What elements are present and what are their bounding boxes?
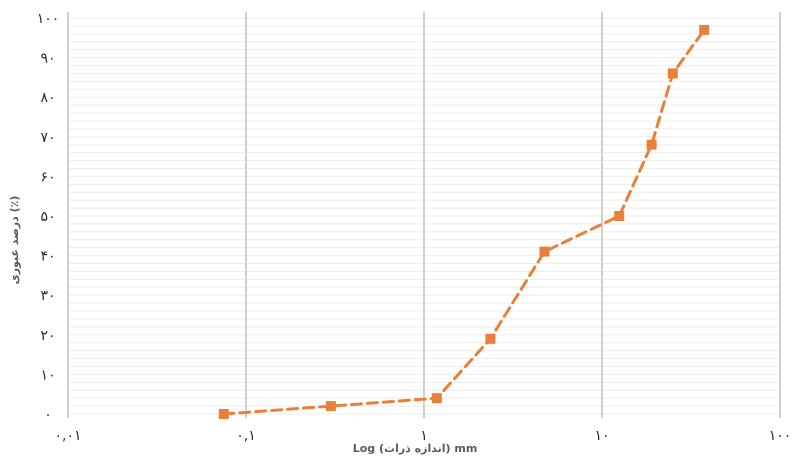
y-tick-label: ۱۰۰ <box>37 11 60 27</box>
y-tick-label: ۸۰ <box>40 90 55 106</box>
x-tick-label: ۱۰۰ <box>769 428 792 444</box>
data-point <box>699 25 709 35</box>
y-tick-label: ۳۰ <box>40 288 55 304</box>
series-line <box>224 30 704 414</box>
data-point <box>647 140 657 150</box>
y-axis-title: درصد عبوری (٪) <box>8 196 21 285</box>
x-tick-label: ۰,۰۱ <box>54 428 81 444</box>
data-point <box>668 68 678 78</box>
x-axis-title: Log (اندازه ذرات) mm <box>353 442 478 455</box>
y-tick-label: ۵۰ <box>40 209 55 225</box>
y-tick-label: ۲۰ <box>40 328 55 344</box>
y-tick-label: ۰ <box>44 407 52 423</box>
data-point <box>614 211 624 221</box>
data-point <box>432 393 442 403</box>
x-tick-label: ۰,۱ <box>236 428 256 444</box>
y-tick-label: ۷۰ <box>40 130 55 146</box>
data-point <box>540 247 550 257</box>
y-tick-label: ۴۰ <box>40 249 55 265</box>
series-layer <box>219 25 709 419</box>
y-tick-label: ۱۰ <box>40 367 55 383</box>
data-point <box>326 401 336 411</box>
y-tick-label: ۶۰ <box>40 169 55 185</box>
data-point <box>219 409 229 419</box>
data-point <box>485 334 495 344</box>
y-tick-label: ۹۰ <box>40 51 55 67</box>
x-tick-label: ۱۰ <box>594 428 609 444</box>
